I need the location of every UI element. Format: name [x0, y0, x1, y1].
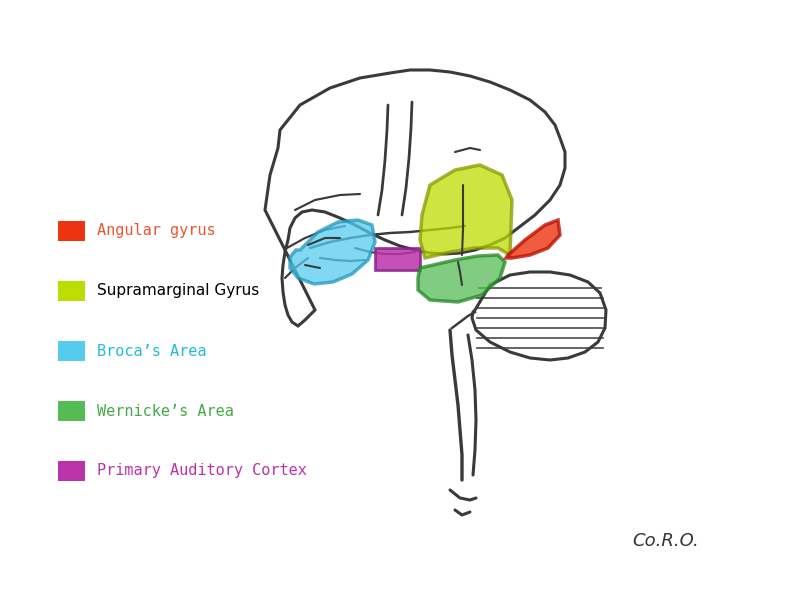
Text: Supramarginal Gyrus: Supramarginal Gyrus	[97, 283, 259, 298]
Polygon shape	[420, 165, 512, 258]
Text: Wernicke’s Area: Wernicke’s Area	[97, 403, 234, 419]
Text: Angular gyrus: Angular gyrus	[97, 223, 215, 238]
Text: Broca’s Area: Broca’s Area	[97, 343, 206, 358]
Polygon shape	[506, 220, 560, 258]
Polygon shape	[418, 255, 505, 302]
Polygon shape	[375, 248, 420, 270]
Text: Primary Auditory Cortex: Primary Auditory Cortex	[97, 463, 306, 479]
Polygon shape	[472, 272, 606, 360]
Polygon shape	[265, 70, 565, 326]
Polygon shape	[290, 220, 375, 284]
Text: Co.R.O.: Co.R.O.	[632, 532, 698, 550]
